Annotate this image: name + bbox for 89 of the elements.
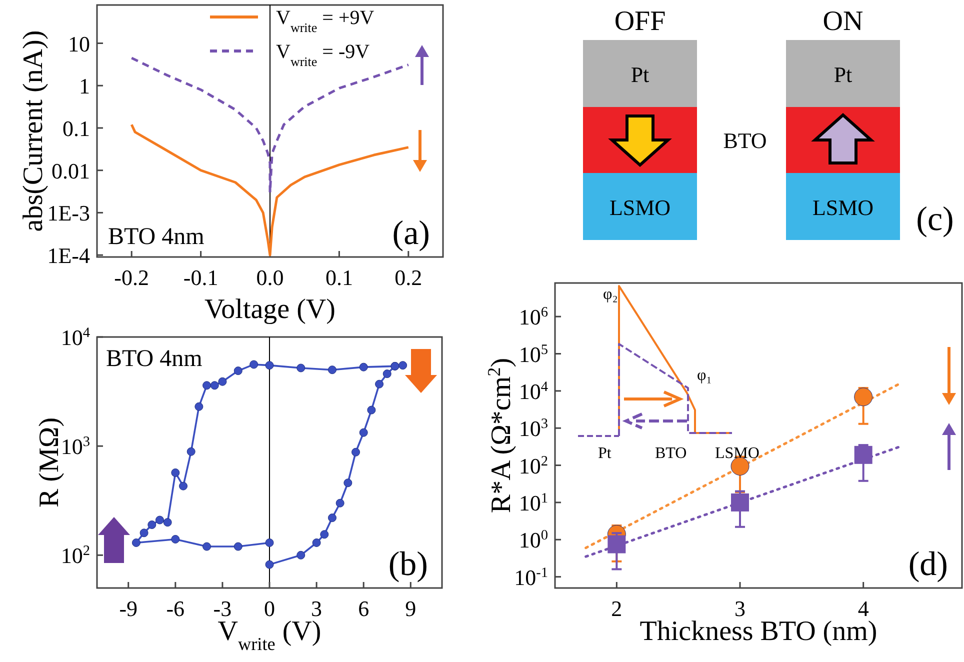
y-tick-label: 10: [68, 31, 90, 56]
point: [312, 538, 321, 547]
point: [265, 560, 274, 569]
x-tick-label: 0.0: [256, 265, 284, 290]
x-axis-title: Voltage (V): [204, 294, 336, 325]
y-tick-label: 10$^{0}$: [518, 528, 548, 553]
annotation: (b): [388, 546, 428, 583]
point: [202, 381, 212, 390]
line-series: [130, 56, 410, 194]
text: LSMO: [812, 195, 874, 220]
y-tick-label: 10$^{6}$: [518, 304, 548, 330]
point: [328, 514, 336, 522]
point: [140, 528, 148, 538]
point: [202, 542, 212, 551]
annotation: φ₁: [697, 367, 712, 384]
point: [730, 457, 750, 476]
y-tick-label: 0.01: [52, 158, 90, 184]
y-tick-label: 1E-3: [47, 200, 90, 226]
point: [382, 370, 392, 378]
point: [163, 518, 172, 527]
text: Pt: [630, 62, 650, 87]
y-tick-label: 10$^{2}$: [518, 453, 548, 478]
point: [148, 520, 156, 530]
point: [296, 550, 306, 560]
point: [359, 362, 368, 372]
text: BTO: [723, 128, 767, 153]
y-tick-label: 1: [79, 74, 90, 99]
y-tick-label: 10$^{5}$: [518, 342, 548, 367]
y-tick-label: 0.1: [62, 116, 90, 141]
point: [854, 446, 872, 464]
point: [186, 447, 196, 456]
point: [398, 361, 408, 370]
annotation: φ₂: [603, 286, 618, 303]
x-tick-label: -0.1: [183, 265, 218, 290]
point: [320, 530, 329, 539]
point: [367, 406, 376, 414]
y-tick-label: 10$^{4}$: [518, 378, 548, 404]
y-tick-label: 10$^{-1}$: [514, 564, 548, 590]
text: ON: [822, 6, 864, 37]
x-tick-label: 0.2: [394, 265, 422, 290]
point: [336, 498, 344, 508]
point: [234, 366, 242, 376]
annotation: BTO 4nm: [106, 346, 203, 372]
point: [265, 538, 274, 547]
text: LSMO: [609, 195, 671, 220]
annotation: (d): [908, 546, 948, 583]
annotation: BTO: [655, 445, 687, 462]
x-tick-label: 0.1: [325, 265, 353, 290]
y-tick-label: 10$^{3}$: [518, 416, 548, 442]
x-tick-label: 9: [405, 596, 416, 621]
x-tick-label: 2: [611, 596, 622, 621]
point: [194, 402, 204, 411]
point: [731, 493, 749, 512]
point: [375, 380, 384, 388]
point: [352, 448, 360, 456]
point: [328, 366, 336, 374]
y-tick-label: 10$^{1}$: [518, 490, 548, 516]
annotation: (a): [392, 215, 430, 252]
point: [854, 388, 873, 406]
x-tick-label: 6: [358, 596, 370, 621]
annotation: Pt: [598, 445, 612, 462]
point: [296, 364, 306, 372]
y-tick-label: 10$^{2}$: [60, 543, 90, 568]
point: [171, 534, 180, 544]
point: [250, 360, 258, 369]
y-tick-label: 10$^{4}$: [60, 325, 90, 350]
point: [179, 482, 188, 490]
x-tick-label: -6: [166, 596, 185, 621]
legend-label: V$_{write}$ = -9V: [276, 41, 370, 68]
y-tick-label: 1E-4: [47, 243, 90, 268]
legend-label: V$_{write}$ = +9V: [276, 7, 375, 34]
annotation: BTO 4nm: [108, 224, 205, 250]
point: [608, 535, 626, 554]
text: (c): [916, 201, 954, 238]
point: [344, 478, 352, 488]
annotation: LSMO: [715, 445, 760, 462]
point: [218, 377, 227, 386]
point: [171, 468, 180, 477]
point: [155, 516, 164, 524]
point: [234, 542, 242, 551]
point: [359, 428, 368, 437]
point: [132, 538, 140, 547]
text: Pt: [834, 62, 852, 87]
text: OFF: [614, 6, 666, 37]
point: [265, 361, 274, 370]
y-axis-title: abs(Current (nA)): [18, 30, 49, 232]
x-tick-label: -9: [119, 596, 138, 621]
x-tick-label: -0.2: [114, 265, 150, 290]
point: [210, 381, 219, 390]
